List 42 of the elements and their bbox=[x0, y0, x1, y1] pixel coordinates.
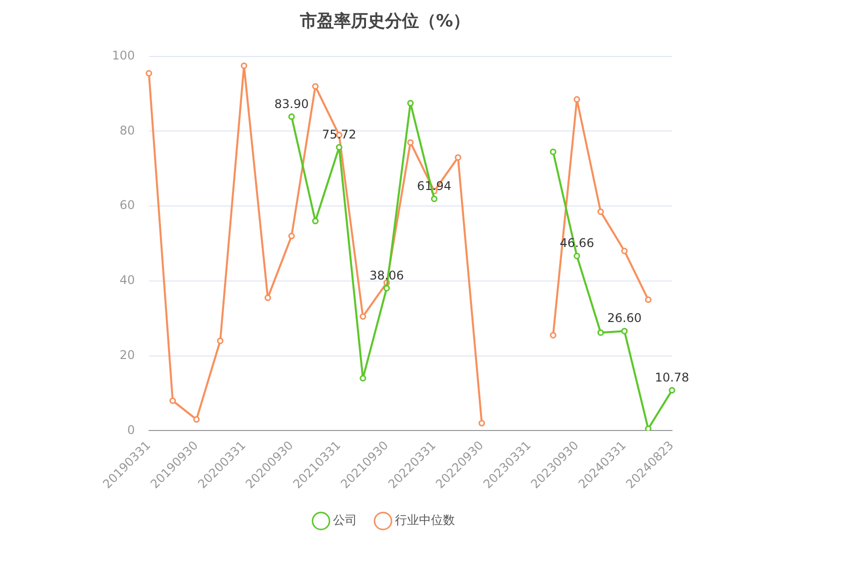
legend-label: 行业中位数 bbox=[395, 513, 455, 528]
data-label: 83.90 bbox=[274, 96, 309, 111]
point bbox=[644, 426, 652, 431]
point bbox=[644, 296, 652, 303]
point bbox=[621, 248, 628, 254]
point bbox=[574, 96, 580, 103]
data-label: 10.78 bbox=[654, 370, 690, 384]
point bbox=[336, 144, 342, 151]
point bbox=[383, 284, 390, 292]
y-tick-label: 20 bbox=[120, 348, 135, 362]
point bbox=[312, 218, 319, 224]
y-tick-label: 0 bbox=[127, 422, 135, 437]
point bbox=[407, 100, 414, 106]
data-label: 26.60 bbox=[607, 311, 642, 326]
point bbox=[216, 338, 224, 344]
point bbox=[407, 139, 414, 146]
point bbox=[668, 387, 676, 394]
point bbox=[574, 252, 580, 260]
y-tick-label: 40 bbox=[120, 273, 135, 288]
point bbox=[597, 329, 604, 336]
point bbox=[312, 83, 319, 90]
point bbox=[360, 374, 366, 382]
point bbox=[288, 232, 295, 240]
point bbox=[550, 332, 556, 338]
point bbox=[478, 420, 486, 426]
point bbox=[264, 294, 272, 302]
chart-title: 市盈率历史分位（%） bbox=[298, 12, 470, 32]
legend-label: 公司 bbox=[333, 513, 357, 528]
y-tick-label: 100 bbox=[112, 48, 135, 63]
point bbox=[146, 70, 152, 76]
point bbox=[430, 196, 438, 202]
point bbox=[454, 154, 462, 161]
y-tick-label: 60 bbox=[120, 198, 135, 212]
y-tick-label: 80 bbox=[120, 123, 135, 138]
point bbox=[169, 397, 176, 404]
point bbox=[288, 113, 295, 120]
point bbox=[360, 313, 366, 320]
point bbox=[550, 148, 556, 156]
point bbox=[621, 328, 628, 334]
point bbox=[193, 416, 200, 423]
point bbox=[240, 62, 248, 70]
point bbox=[597, 208, 604, 215]
